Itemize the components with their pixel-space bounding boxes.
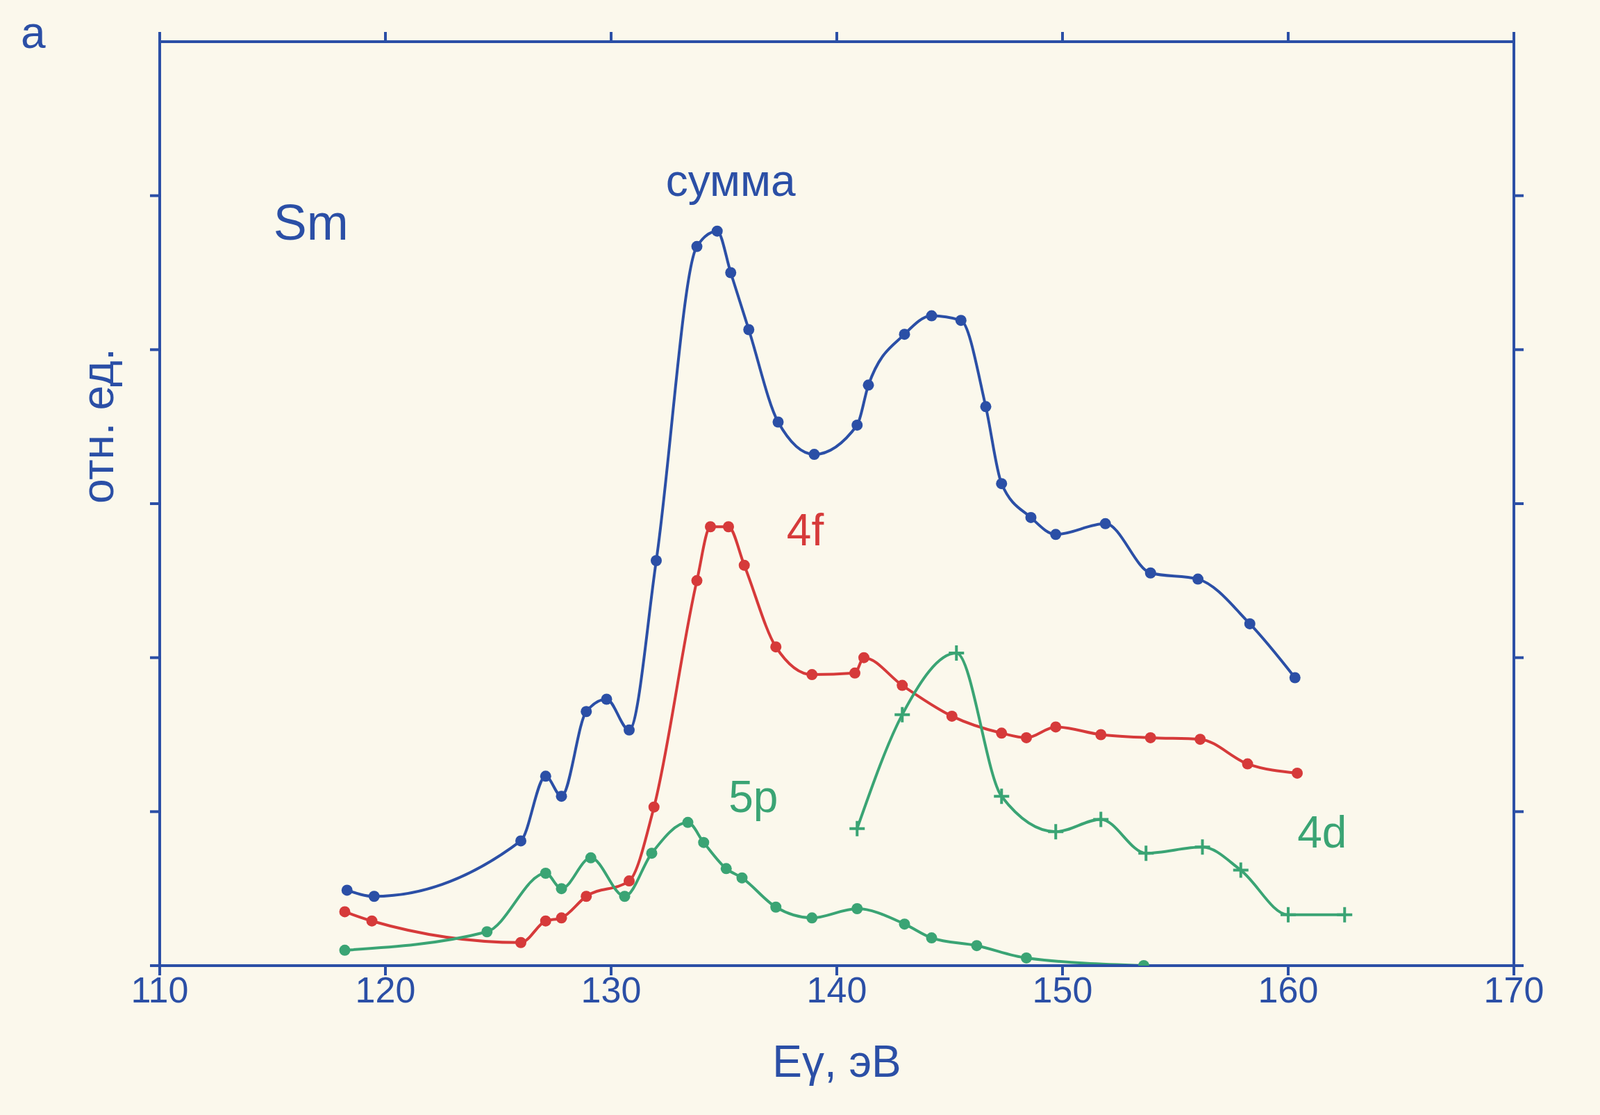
svg-text:170: 170 bbox=[1484, 969, 1545, 1010]
svg-text:отн. ед.: отн. ед. bbox=[72, 347, 123, 504]
html-text:а: а bbox=[20, 7, 46, 58]
svg-text:120: 120 bbox=[355, 969, 416, 1010]
svg-text:сумма: сумма bbox=[665, 155, 796, 206]
svg-text:Sm: Sm bbox=[273, 194, 349, 250]
svg-text:4d: 4d bbox=[1297, 806, 1347, 857]
svg-text:4f: 4f bbox=[786, 504, 825, 555]
svg-text:160: 160 bbox=[1258, 969, 1319, 1010]
svg-text:150: 150 bbox=[1032, 969, 1094, 1010]
svg-text:Eγ, эВ: Eγ, эВ bbox=[772, 1036, 902, 1087]
svg-text:140: 140 bbox=[806, 969, 868, 1010]
svg-text:110: 110 bbox=[131, 969, 189, 1010]
svg-text:5p: 5p bbox=[728, 771, 778, 822]
svg-text:130: 130 bbox=[581, 969, 642, 1010]
